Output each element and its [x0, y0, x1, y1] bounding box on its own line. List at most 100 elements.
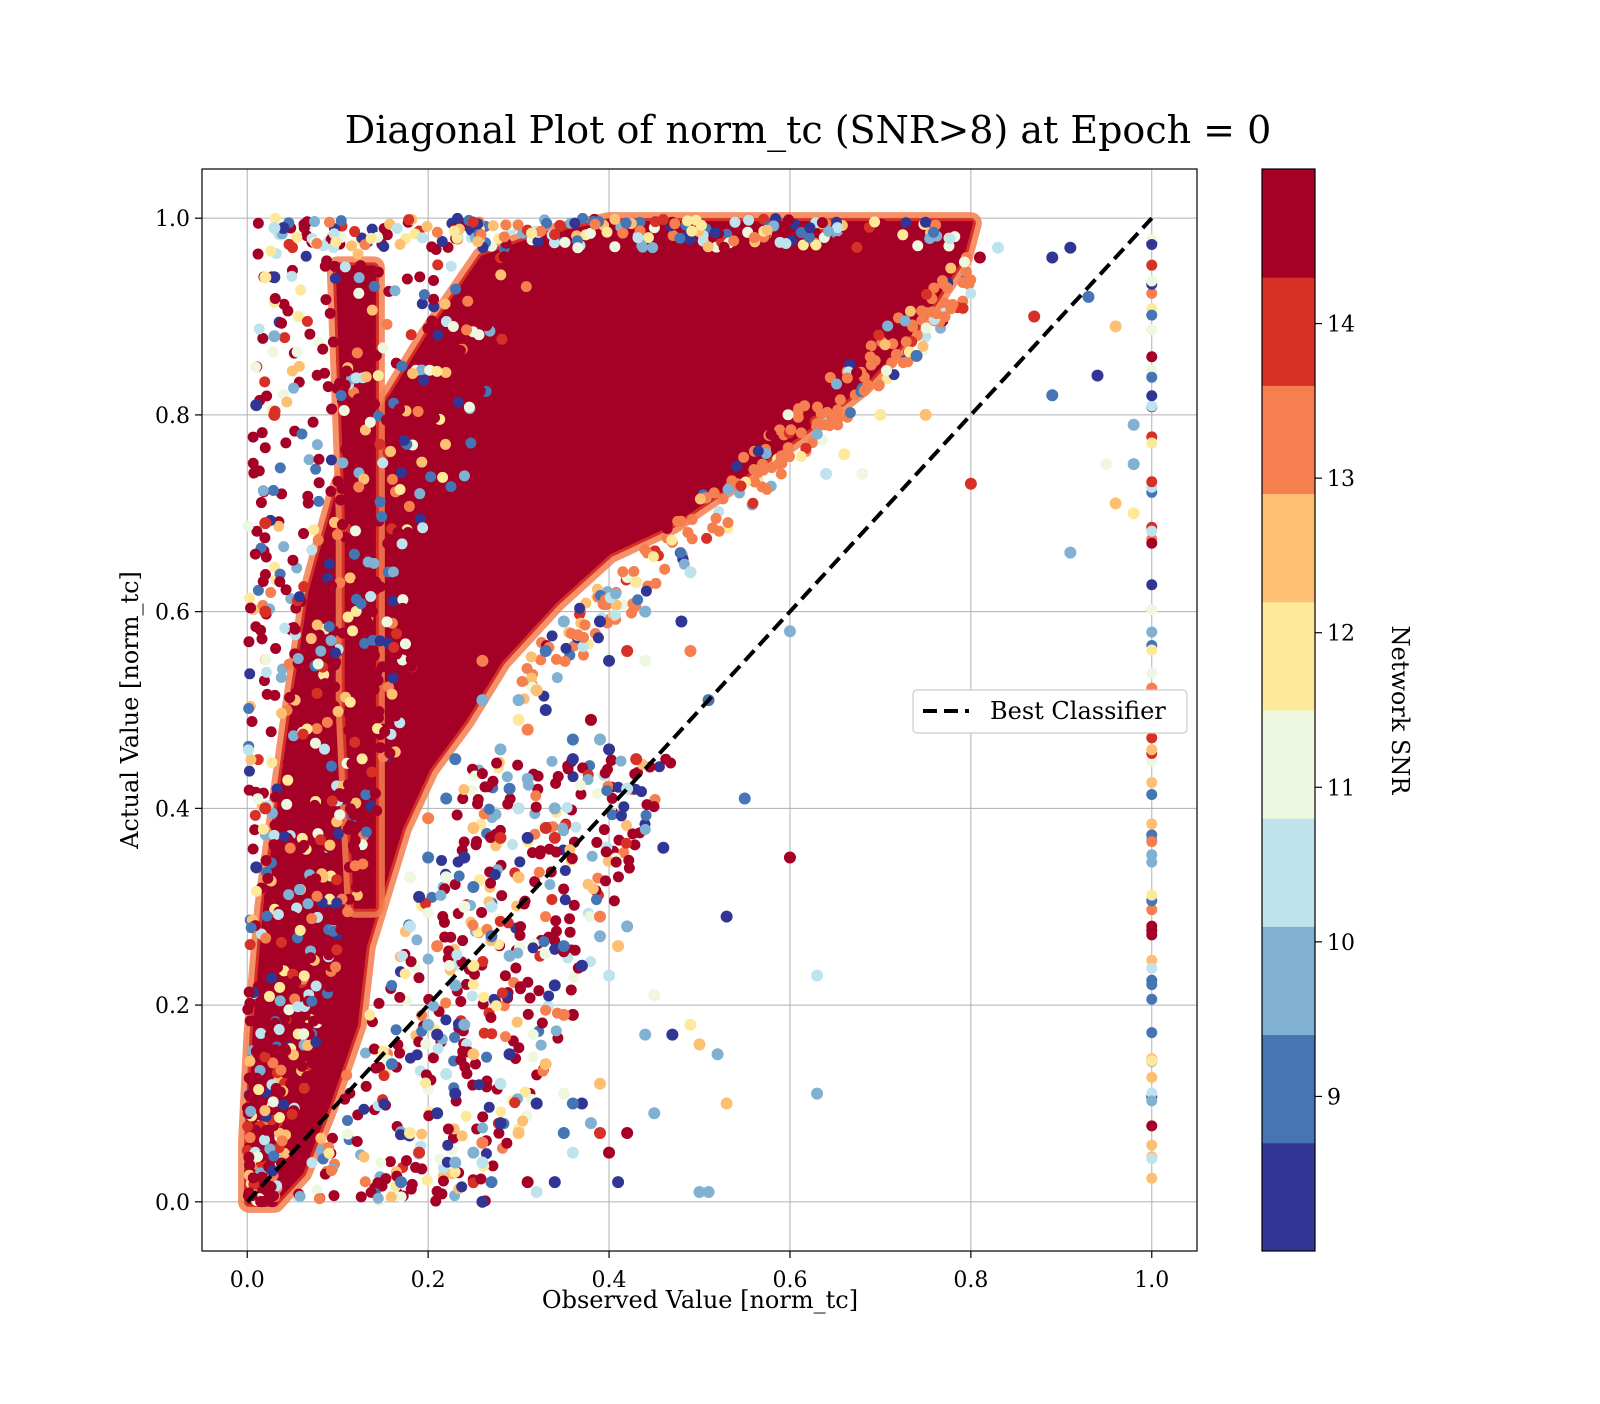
scatter-point — [722, 517, 734, 529]
scatter-point — [416, 456, 428, 468]
scatter-point — [252, 584, 264, 596]
scatter-point — [329, 272, 341, 284]
scatter-point — [274, 981, 286, 993]
scatter-point — [584, 713, 597, 726]
scatter-point — [449, 1166, 461, 1178]
scatter-point — [250, 1045, 262, 1057]
scatter-point — [675, 547, 687, 559]
scatter-point — [811, 428, 823, 440]
scatter-point — [476, 654, 489, 667]
scatter-point — [1082, 290, 1095, 303]
y-axis-label: Actual Value [norm_tc] — [116, 571, 144, 850]
scatter-point — [298, 528, 310, 540]
scatter-point — [342, 906, 354, 918]
scatter-point — [710, 512, 722, 524]
scatter-point — [471, 836, 483, 848]
colorbar — [1262, 169, 1315, 1252]
scatter-point — [428, 567, 440, 579]
scatter-point — [535, 654, 547, 666]
scatter-point — [533, 866, 545, 878]
scatter-point — [582, 774, 594, 786]
scatter-point — [279, 622, 291, 634]
scatter-point — [686, 513, 698, 525]
scatter-point — [245, 602, 257, 614]
scatter-point — [374, 742, 386, 754]
scatter-point — [481, 319, 493, 331]
scatter-point — [502, 798, 514, 810]
scatter-point — [869, 216, 881, 228]
scatter-point — [1146, 437, 1158, 449]
scatter-point — [371, 805, 383, 817]
scatter-point — [1127, 507, 1140, 520]
scatter-point — [627, 828, 639, 840]
scatter-point — [485, 1176, 498, 1189]
scatter-point — [695, 219, 707, 231]
scatter-point — [265, 245, 277, 257]
scatter-point — [610, 609, 622, 621]
scatter-point — [306, 913, 318, 925]
scatter-point — [451, 212, 463, 224]
scatter-point — [639, 1028, 652, 1041]
scatter-point — [335, 390, 347, 402]
colorbar-tick-label: 11 — [1327, 776, 1355, 801]
scatter-point — [255, 624, 267, 636]
scatter-point — [584, 227, 596, 239]
scatter-point — [717, 493, 729, 505]
scatter-point — [267, 346, 279, 358]
scatter-point — [709, 227, 721, 239]
scatter-point — [498, 231, 510, 243]
colorbar-band — [1262, 1142, 1315, 1252]
scatter-point — [458, 836, 470, 848]
y-tick-label: 0.0 — [155, 1191, 190, 1216]
scatter-point — [287, 554, 299, 566]
scatter-point — [605, 754, 617, 766]
scatter-point — [399, 968, 411, 980]
scatter-point — [615, 755, 627, 767]
scatter-point — [335, 923, 347, 935]
scatter-point — [558, 883, 570, 895]
scatter-point — [461, 324, 473, 336]
scatter-point — [539, 822, 552, 835]
colorbar-tick-label: 10 — [1327, 931, 1355, 956]
scatter-point — [273, 1023, 285, 1035]
scatter-point — [666, 534, 678, 546]
scatter-point — [476, 694, 489, 707]
scatter-point — [313, 453, 325, 465]
scatter-point — [756, 481, 768, 493]
scatter-point — [259, 802, 272, 815]
scatter-point — [258, 1134, 270, 1146]
scatter-point — [475, 1173, 487, 1185]
scatter-point — [323, 906, 335, 918]
scatter-point — [574, 602, 586, 614]
scatter-point — [395, 1176, 407, 1189]
scatter-point — [289, 623, 301, 635]
scatter-point — [457, 1045, 469, 1057]
scatter-point — [467, 1048, 480, 1061]
scatter-point — [357, 693, 369, 705]
scatter-point — [831, 235, 843, 247]
scatter-point — [245, 922, 257, 934]
scatter-point — [349, 226, 361, 238]
scatter-point — [530, 801, 542, 813]
scatter-point — [1146, 744, 1158, 756]
scatter-point — [386, 586, 398, 598]
scatter-point — [1146, 259, 1158, 271]
scatter-point — [365, 232, 377, 244]
scatter-point — [457, 793, 469, 805]
scatter-point — [326, 403, 338, 415]
scatter-point — [620, 217, 632, 229]
colorbar-band — [1262, 277, 1315, 386]
scatter-point — [879, 339, 891, 351]
scatter-point — [340, 443, 352, 455]
scatter-point — [446, 306, 458, 318]
scatter-point — [621, 920, 634, 933]
scatter-point — [436, 235, 448, 247]
scatter-point — [401, 273, 413, 285]
scatter-point — [427, 1052, 439, 1064]
scatter-point — [428, 274, 440, 286]
scatter-point — [630, 753, 643, 766]
scatter-point — [477, 955, 489, 967]
scatter-point — [366, 223, 378, 235]
scatter-point — [495, 1106, 507, 1118]
scatter-point — [268, 839, 280, 851]
